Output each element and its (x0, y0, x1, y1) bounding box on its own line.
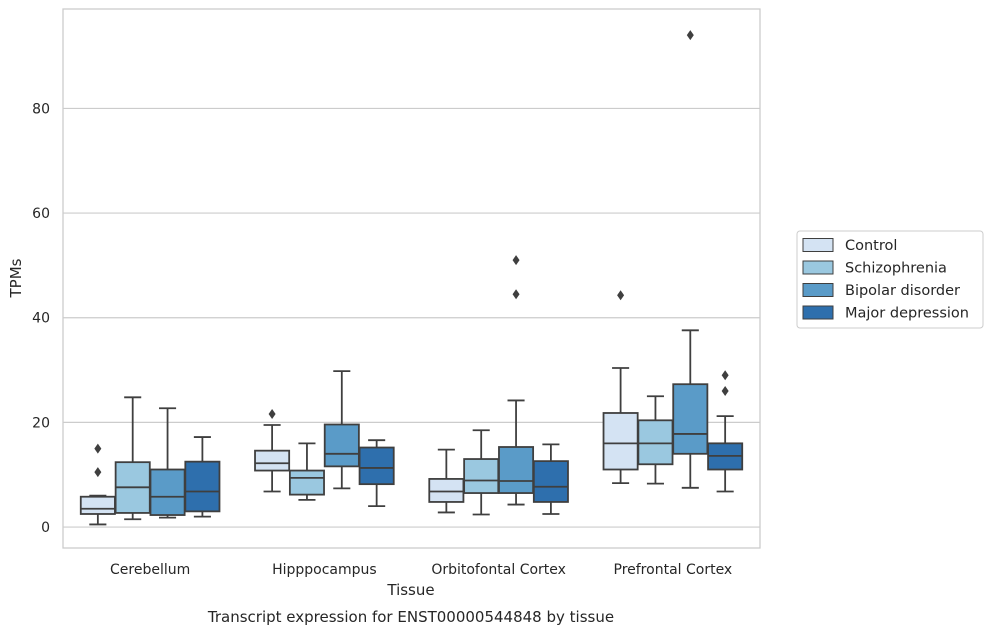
box-schizophrenia (288, 442, 325, 501)
outlier-point (617, 290, 625, 301)
boxes (79, 30, 744, 526)
box-body (672, 383, 709, 455)
box-control (428, 448, 465, 514)
box-control (79, 443, 116, 526)
outlier-point (512, 289, 520, 300)
x-axis-label: Tissue (386, 581, 434, 599)
outlier-point (268, 409, 276, 420)
legend-swatch (802, 260, 834, 275)
legend-swatch (802, 283, 834, 297)
box-body (149, 468, 186, 516)
legend: Control Schizophrenia Bipolar disorder Majo… (796, 230, 984, 329)
x-tick-label: Cerebellum (110, 562, 190, 578)
y-tick-label: 40 (32, 311, 50, 327)
x-tick-label: Prefrontal Cortex (614, 562, 733, 578)
plot-area-frame (62, 8, 761, 549)
box-body (323, 423, 360, 468)
chart-title: Transcript expression for ENST0000054484… (207, 608, 614, 626)
box-body (428, 478, 465, 503)
legend-label: Major depression (845, 306, 969, 322)
box-body (498, 446, 535, 494)
box-bipolar-disorder (672, 30, 709, 489)
box-control (602, 290, 639, 485)
y-tick-label: 80 (32, 101, 50, 117)
box-body (358, 446, 395, 486)
box-control (254, 409, 291, 493)
box-schizophrenia (114, 396, 151, 521)
box-body (532, 460, 569, 503)
outlier-point (512, 255, 520, 266)
legend-swatch (802, 305, 834, 320)
box-major-depression (358, 439, 395, 508)
legend-frame (796, 230, 984, 329)
outlier-point (721, 370, 729, 381)
box-body (79, 495, 116, 515)
box-major-depression (532, 443, 569, 515)
box-bipolar-disorder (323, 370, 360, 490)
legend-swatch (802, 238, 834, 252)
box-body (637, 419, 674, 466)
box-body (602, 412, 639, 471)
box-body (184, 460, 221, 513)
legend-label: Schizophrenia (845, 261, 947, 277)
x-tick-labels: Cerebellum Hipppocampus Orbitofontal Corte… (110, 562, 732, 578)
outlier-point (686, 30, 694, 41)
y-tick-label: 20 (32, 415, 50, 431)
y-axis-label: TPMs (7, 258, 25, 298)
y-tick-label: 60 (32, 206, 50, 222)
box-body (254, 449, 291, 472)
outlier-point (721, 386, 729, 397)
x-tick-label: Hipppocampus (272, 562, 377, 578)
legend-label: Control (845, 238, 897, 254)
y-tick-labels: 0 20 40 60 80 (32, 101, 50, 536)
box-bipolar-disorder (149, 407, 186, 519)
box-major-depression (707, 370, 744, 493)
box-major-depression (184, 436, 221, 518)
x-tick-label: Orbitofontal Cortex (431, 562, 566, 578)
box-body (463, 458, 500, 494)
box-bipolar-disorder (498, 255, 535, 506)
outlier-point (94, 467, 102, 478)
legend-label: Bipolar disorder (845, 283, 960, 299)
y-tick-label: 0 (41, 520, 50, 536)
box-schizophrenia (637, 395, 674, 485)
outlier-point (94, 443, 102, 454)
box-schizophrenia (463, 429, 500, 516)
box-body (288, 469, 325, 496)
